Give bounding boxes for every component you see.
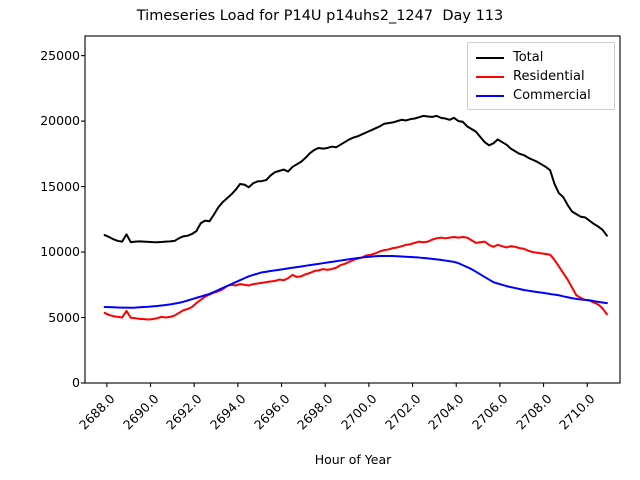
legend-swatch-total [476,56,504,59]
y-tick-label: 20000 [40,113,80,129]
legend-item-commercial: Commercial [476,86,606,105]
legend-label-commercial: Commercial [513,88,591,103]
legend-label-total: Total [513,50,544,65]
y-axis-tick-labels: 0 5000 10000 15000 20000 25000 [0,0,80,480]
y-tick-label: 25000 [40,47,80,63]
y-tick-label: 15000 [40,178,80,194]
chart-title: Timeseries Load for P14U p14uhs2_1247 Da… [136,8,504,24]
axis-tick-marks [81,55,588,387]
series-line-total [103,114,608,244]
legend-swatch-commercial [476,94,504,97]
x-axis-label: Hour of Year [314,452,392,467]
chart-legend: Total Residential Commercial [467,42,615,110]
y-tick-label: 0 [72,375,80,390]
legend-label-residential: Residential [513,69,585,84]
legend-swatch-residential [476,75,504,78]
y-tick-label: 5000 [48,309,80,325]
axes-frame [84,35,621,384]
series-line-residential [103,236,608,321]
series-lines [103,114,608,321]
legend-item-residential: Residential [476,67,606,86]
series-line-commercial [103,254,608,309]
y-tick-label: 10000 [40,244,80,260]
legend-item-total: Total [476,48,606,67]
